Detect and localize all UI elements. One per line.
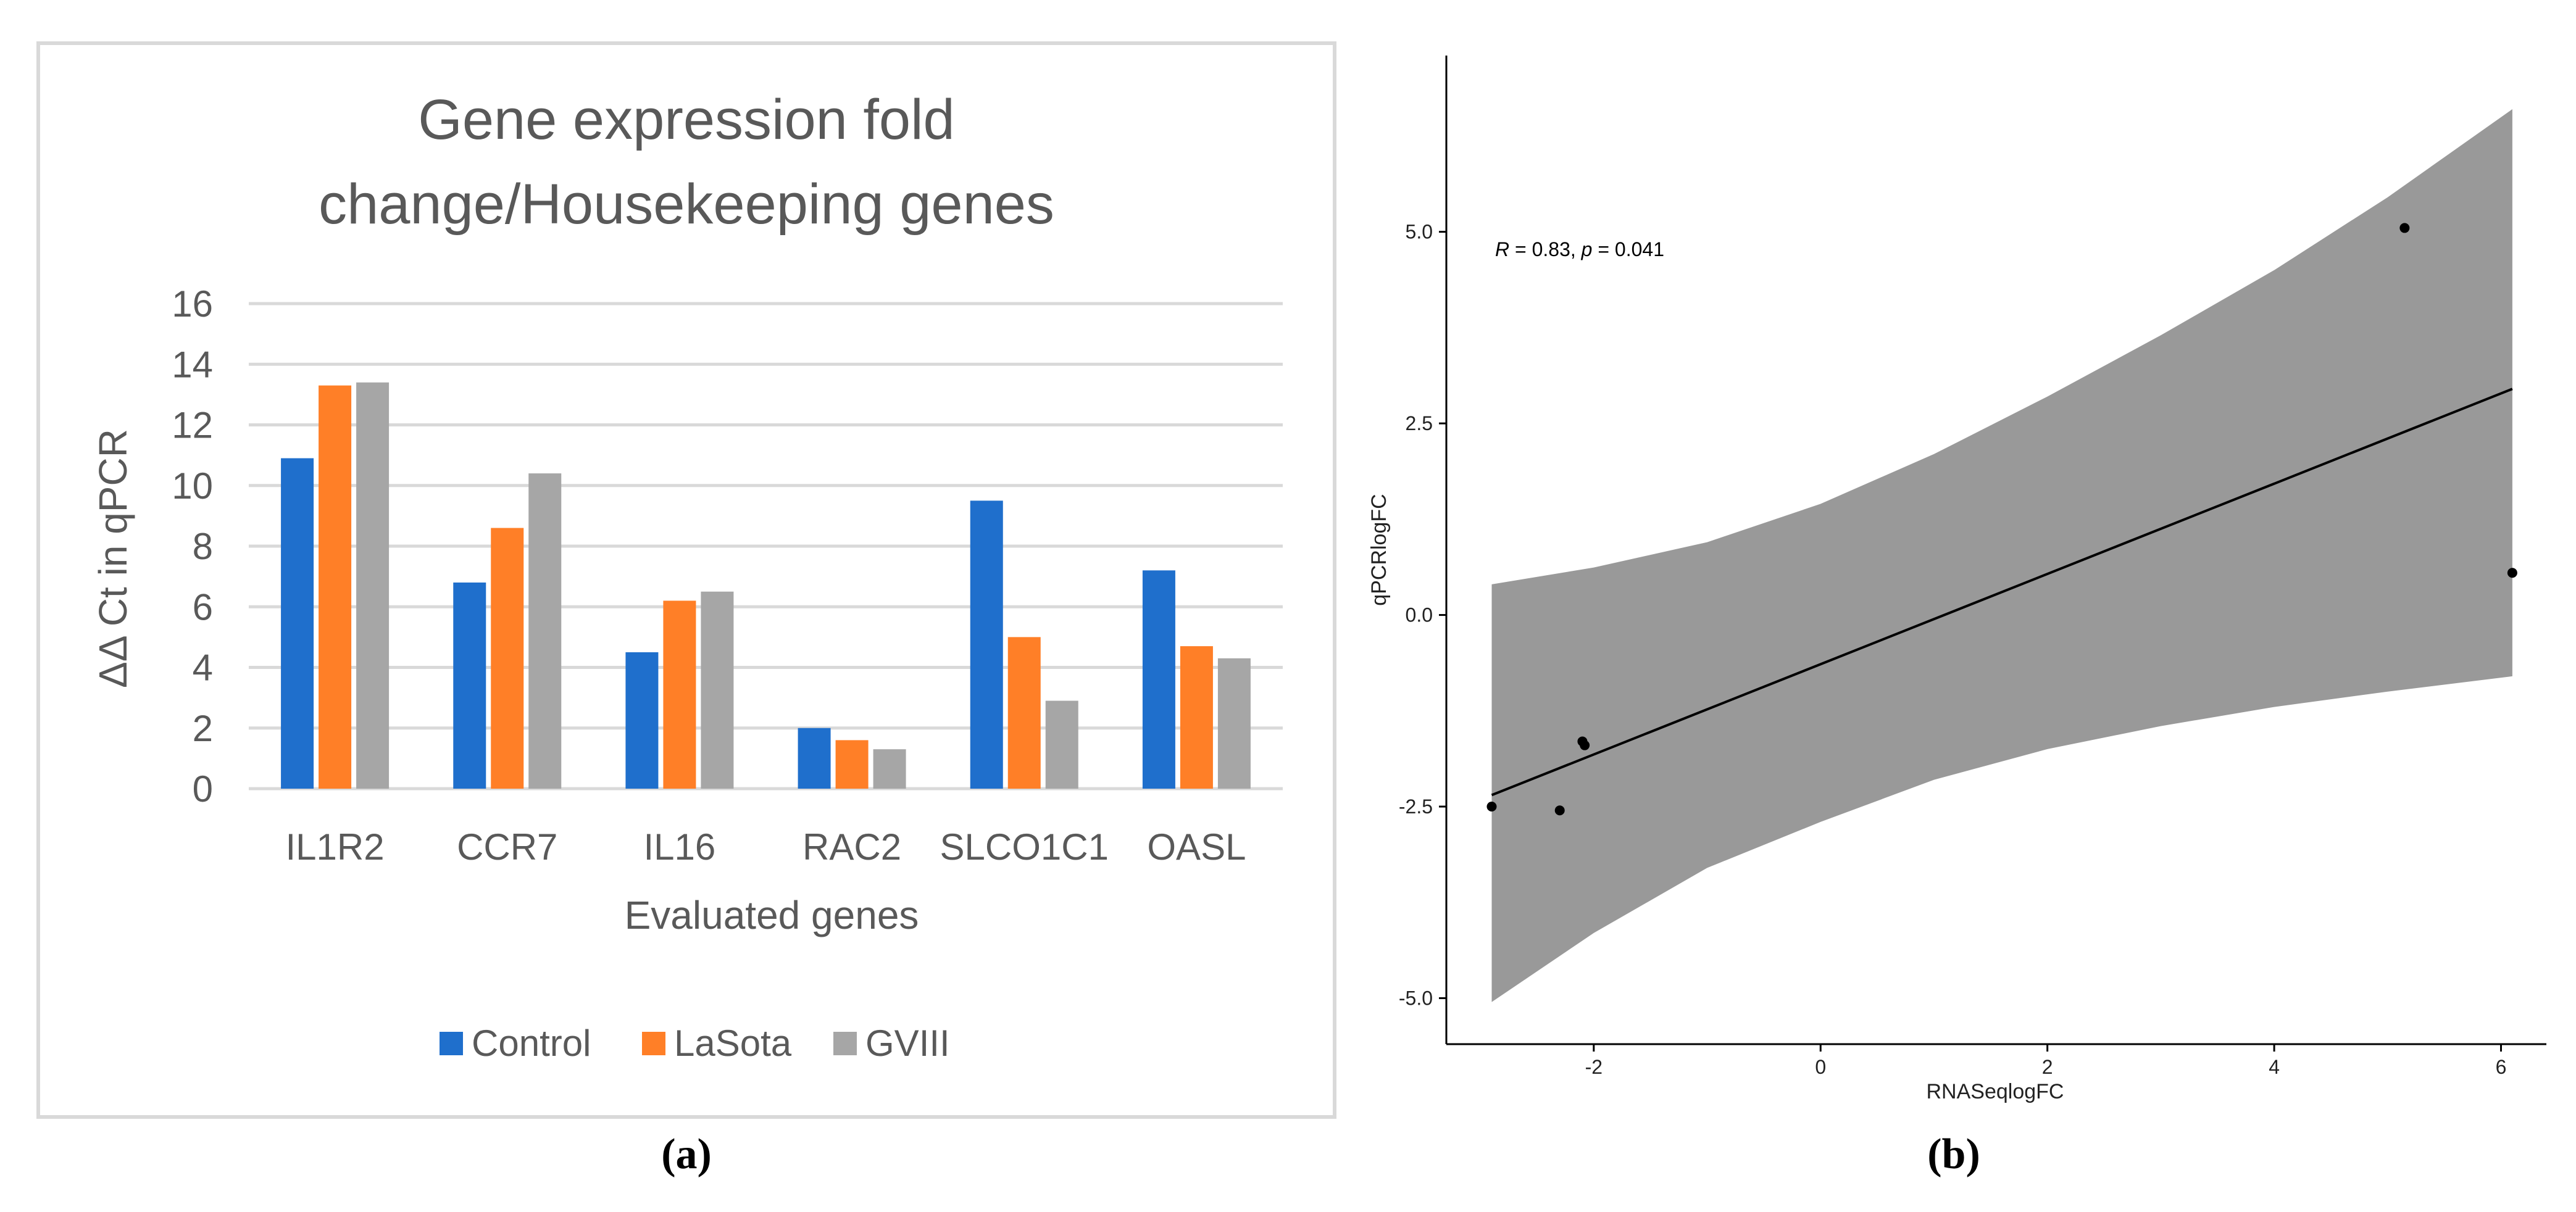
bar-lasota-ccr7 bbox=[491, 528, 524, 789]
bar-y-tick-label: 4 bbox=[193, 647, 213, 689]
bar-lasota-il1r2 bbox=[319, 385, 352, 789]
scatter-y-tick-label: -2.5 bbox=[1399, 795, 1433, 818]
bar-gviii-ccr7 bbox=[528, 473, 562, 789]
bar-control-rac2 bbox=[798, 728, 831, 789]
legend-label-lasota: LaSota bbox=[674, 1023, 792, 1064]
legend-label-gviii: GVIII bbox=[865, 1023, 950, 1064]
legend-swatch-control bbox=[440, 1032, 463, 1055]
bar-y-tick-label: 8 bbox=[193, 526, 213, 567]
bar-chart-title-line-1: Gene expression fold bbox=[418, 88, 954, 151]
bar-chart-legend: Control LaSota GVIII bbox=[440, 1023, 950, 1064]
panel-a-label: (a) bbox=[661, 1131, 712, 1178]
scatter-y-axis: -5.0 -2.5 0.0 2.5 5.0 bbox=[1399, 221, 1446, 1009]
bar-control-ccr7 bbox=[453, 582, 486, 789]
bar-gviii-rac2 bbox=[873, 749, 906, 789]
scatter-x-axis-title: RNASeqlogFC bbox=[1927, 1080, 2064, 1103]
correlation-r-symbol: R bbox=[1495, 238, 1509, 260]
bar-gviii-slco1c1 bbox=[1045, 700, 1078, 789]
scatter-point bbox=[1580, 740, 1590, 750]
bar-lasota-il16 bbox=[663, 600, 696, 789]
scatter-point bbox=[1554, 805, 1565, 816]
regression-line bbox=[1491, 388, 2513, 797]
bar-chart-panel: Gene expression fold change/Housekeeping… bbox=[36, 41, 1336, 1119]
bar-x-tick-label: RAC2 bbox=[802, 826, 901, 868]
bar-x-tick-label: IL1R2 bbox=[286, 826, 385, 868]
bar-y-tick-label: 16 bbox=[172, 283, 213, 325]
bar-lasota-slco1c1 bbox=[1007, 637, 1041, 789]
scatter-x-tick-label: -2 bbox=[1585, 1056, 1603, 1078]
bar-y-tick-label: 6 bbox=[193, 586, 213, 628]
correlation-p-symbol: p bbox=[1581, 238, 1593, 260]
bar-control-il16 bbox=[625, 652, 659, 789]
bar-chart-gridlines bbox=[249, 302, 1283, 791]
bar-chart-y-axis: 0 2 4 6 8 10 12 14 16 bbox=[172, 283, 213, 810]
bar-lasota-rac2 bbox=[835, 740, 869, 789]
bar-control-slco1c1 bbox=[970, 500, 1003, 789]
scatter-point bbox=[2507, 568, 2517, 578]
bar-control-il1r2 bbox=[281, 458, 314, 789]
legend-item-gviii: GVIII bbox=[833, 1023, 950, 1064]
bar-x-tick-label: CCR7 bbox=[457, 826, 557, 868]
bar-y-tick-label: 14 bbox=[172, 344, 213, 385]
scatter-y-tick-label: 5.0 bbox=[1406, 221, 1433, 243]
bar-x-tick-label: IL16 bbox=[644, 826, 716, 868]
bar-chart-x-axis-title: Evaluated genes bbox=[625, 893, 919, 937]
bar-chart-title-line-2: change/Housekeeping genes bbox=[319, 173, 1054, 236]
scatter-y-tick-label: 2.5 bbox=[1406, 412, 1433, 434]
scatter-x-axis: -2 0 2 4 6 bbox=[1585, 1044, 2507, 1078]
bar-control-oasl bbox=[1142, 570, 1175, 789]
scatter-point bbox=[1486, 802, 1497, 812]
bar-gviii-il16 bbox=[701, 591, 734, 789]
confidence-band bbox=[1491, 109, 2512, 1002]
legend-item-lasota: LaSota bbox=[642, 1023, 792, 1064]
bar-chart-bars bbox=[281, 382, 1251, 789]
bar-x-tick-label: OASL bbox=[1147, 826, 1246, 868]
bar-y-tick-label: 0 bbox=[193, 768, 213, 810]
panel-b-label: (b) bbox=[1927, 1131, 1980, 1178]
scatter-x-tick-label: 6 bbox=[2496, 1056, 2507, 1078]
bar-chart-y-axis-title: ΔΔ Ct in qPCR bbox=[91, 429, 135, 688]
legend-swatch-gviii bbox=[833, 1032, 857, 1055]
scatter-x-tick-label: 2 bbox=[2042, 1056, 2053, 1078]
bar-chart-x-axis: IL1R2 CCR7 IL16 RAC2 SLCO1C1 OASL bbox=[286, 826, 1246, 868]
bar-lasota-oasl bbox=[1180, 646, 1213, 789]
bar-gviii-il1r2 bbox=[356, 382, 390, 789]
correlation-p-value: = 0.041 bbox=[1592, 238, 1664, 260]
scatter-y-tick-label: 0.0 bbox=[1406, 604, 1433, 626]
scatter-point bbox=[2399, 223, 2410, 233]
legend-item-control: Control bbox=[440, 1023, 591, 1064]
bar-y-tick-label: 10 bbox=[172, 465, 213, 507]
legend-label-control: Control bbox=[472, 1023, 591, 1064]
scatter-x-tick-label: 0 bbox=[1815, 1056, 1826, 1078]
correlation-r-value: = 0.83, bbox=[1509, 238, 1582, 260]
scatter-y-tick-label: -5.0 bbox=[1399, 987, 1433, 1009]
bar-y-tick-label: 2 bbox=[193, 708, 213, 749]
scatter-points bbox=[1486, 223, 2517, 816]
scatter-y-axis-title: qPCRlogFC bbox=[1367, 494, 1391, 605]
scatter-x-tick-label: 4 bbox=[2269, 1056, 2280, 1078]
bar-x-tick-label: SLCO1C1 bbox=[940, 826, 1109, 868]
bar-chart-frame bbox=[36, 41, 1336, 1119]
scatter-chart-panel: -5.0 -2.5 0.0 2.5 5.0 -2 0 2 4 6 RNASeqlogFC qPC… bbox=[1367, 56, 2546, 1103]
correlation-annotation: R = 0.83, p = 0.041 bbox=[1495, 238, 1664, 260]
legend-swatch-lasota bbox=[642, 1032, 665, 1055]
bar-y-tick-label: 12 bbox=[172, 405, 213, 446]
bar-gviii-oasl bbox=[1217, 658, 1251, 789]
